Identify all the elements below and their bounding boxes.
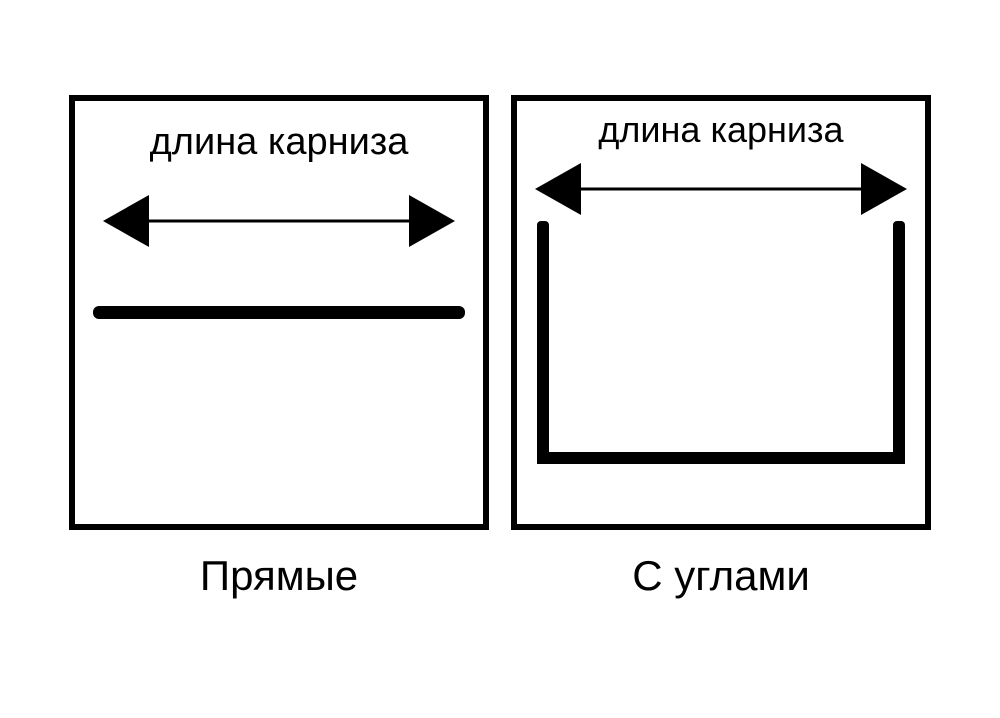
diagram-container: длина карниза Прямые длина карниза bbox=[0, 0, 1000, 600]
panel-corners: длина карниза bbox=[511, 95, 931, 530]
panel-straight-wrapper: длина карниза Прямые bbox=[69, 95, 489, 600]
cornice-straight-bar bbox=[93, 306, 465, 319]
u-right-side bbox=[893, 221, 905, 464]
panel-corners-wrapper: длина карниза С углами bbox=[511, 95, 931, 600]
arrow-right-icon bbox=[861, 163, 907, 215]
caption-straight: Прямые bbox=[200, 552, 358, 600]
panel-straight: длина карниза bbox=[69, 95, 489, 530]
cornice-u-shape bbox=[537, 221, 905, 464]
arrow-right-icon bbox=[409, 195, 455, 247]
u-left-side bbox=[537, 221, 549, 464]
u-bottom-side bbox=[537, 452, 905, 464]
dimension-line bbox=[141, 220, 417, 223]
dimension-label-corners: длина карниза bbox=[517, 109, 925, 151]
dimension-arrow-corners bbox=[535, 159, 907, 219]
caption-corners: С углами bbox=[632, 552, 810, 600]
dimension-label-straight: длина карниза bbox=[75, 121, 483, 164]
dimension-line bbox=[573, 188, 869, 191]
dimension-arrow-straight bbox=[103, 191, 455, 251]
